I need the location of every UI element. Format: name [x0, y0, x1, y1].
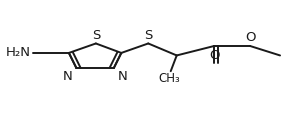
Text: N: N — [117, 70, 127, 83]
Text: S: S — [92, 29, 100, 42]
Text: O: O — [209, 49, 219, 62]
Text: CH₃: CH₃ — [158, 72, 180, 85]
Text: O: O — [245, 32, 255, 44]
Text: S: S — [144, 29, 152, 42]
Text: N: N — [63, 70, 73, 83]
Text: H₂N: H₂N — [5, 46, 31, 59]
